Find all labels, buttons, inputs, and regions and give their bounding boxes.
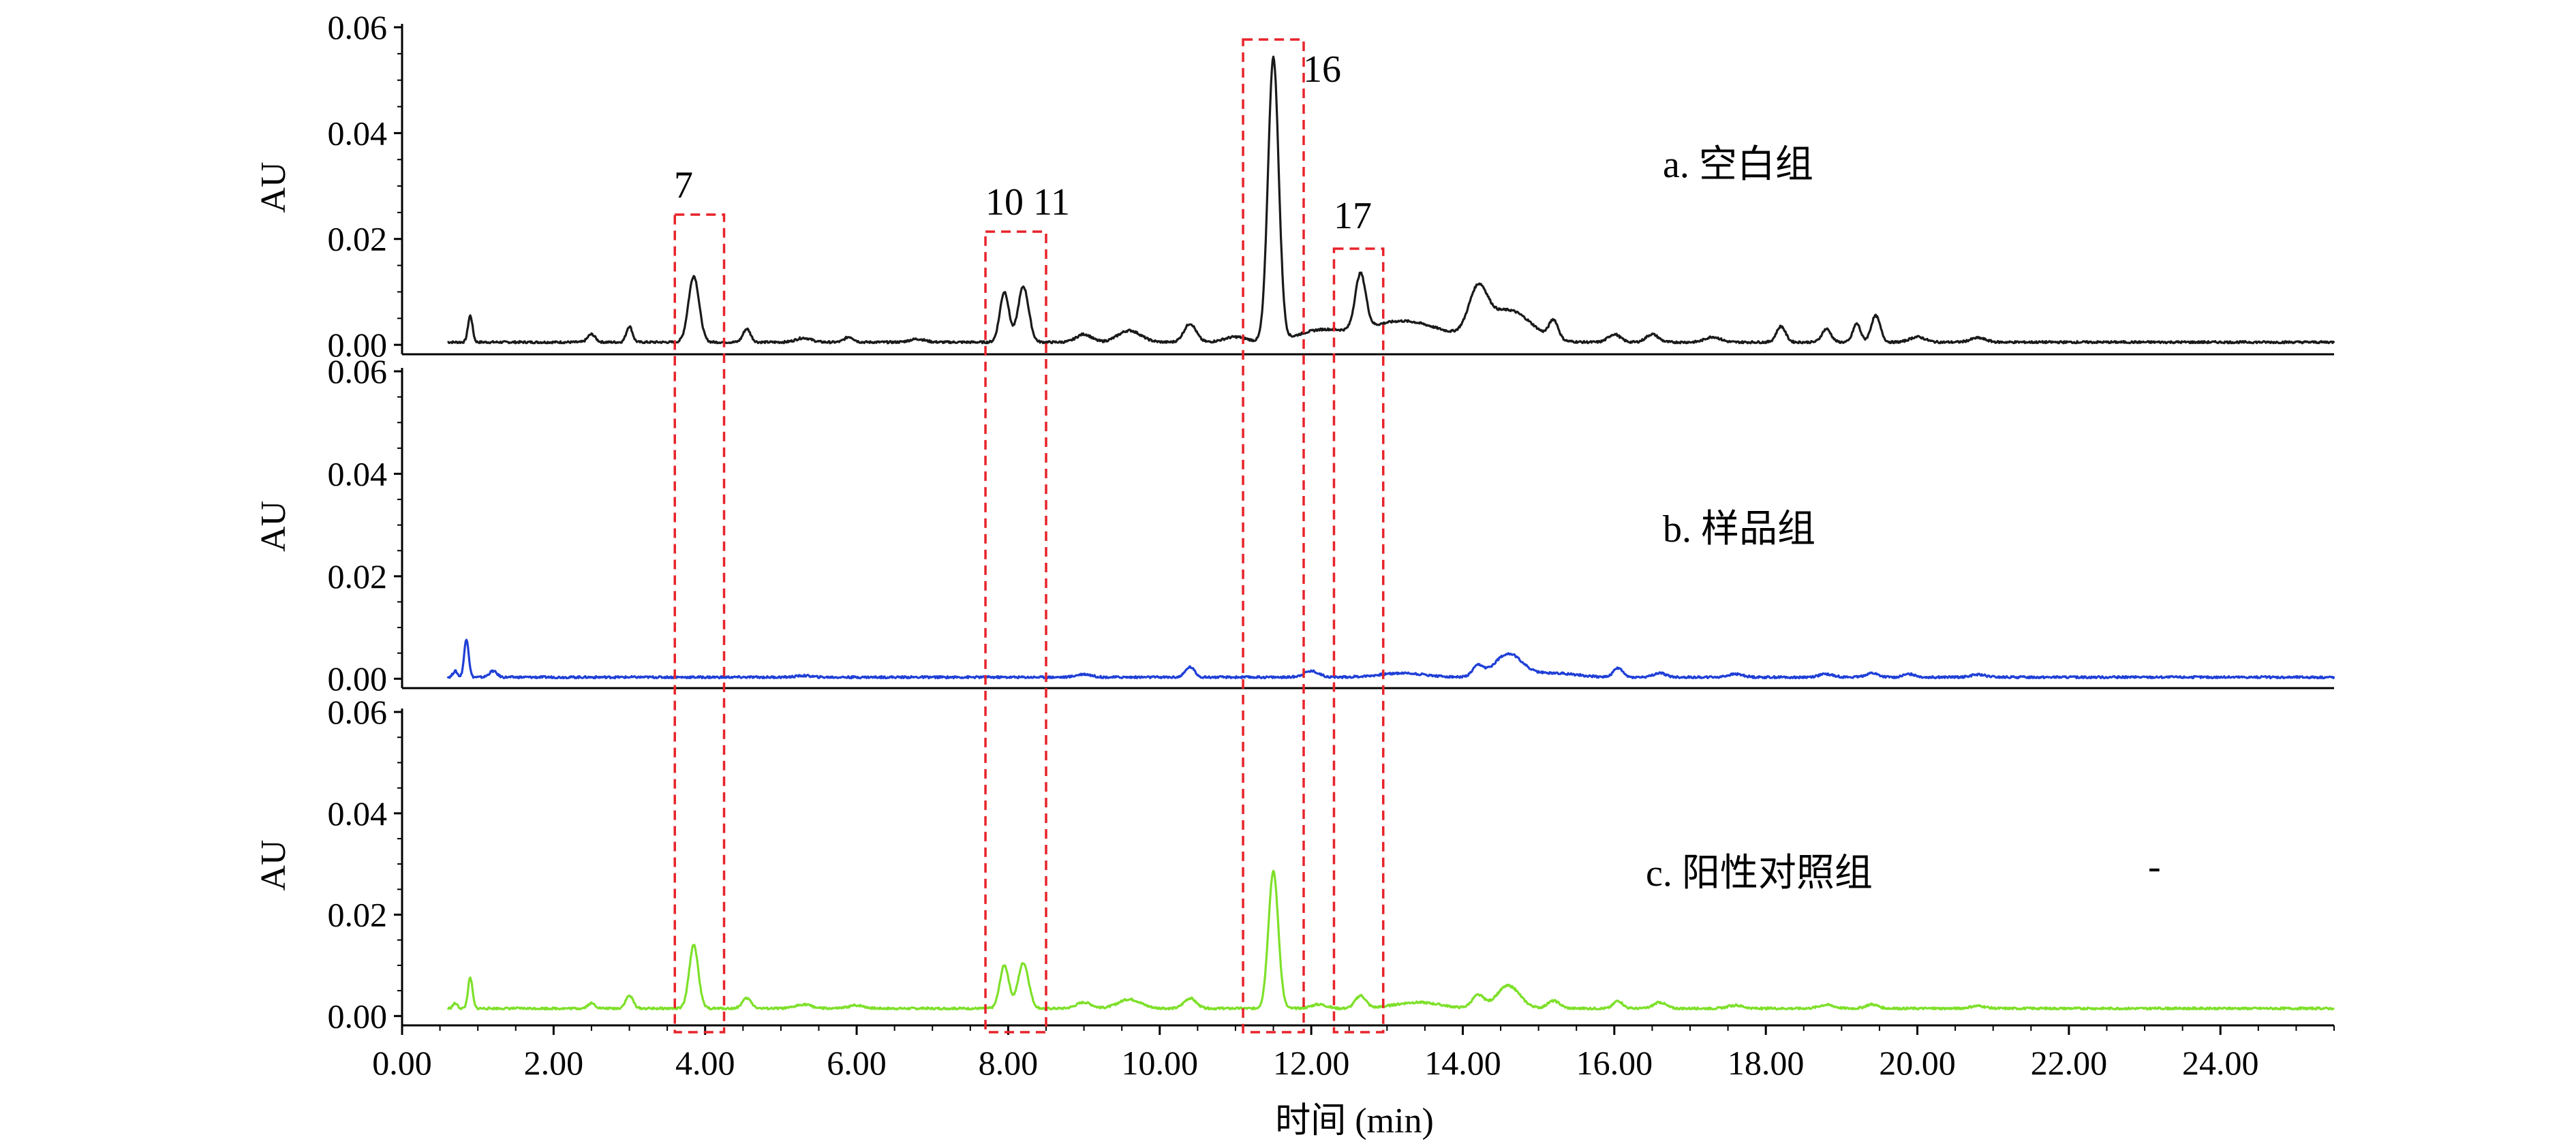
y-tick-label: 0.02 xyxy=(328,220,388,258)
x-axis-title: 时间 (min) xyxy=(1275,1102,1434,1141)
series-line-3 xyxy=(446,869,2335,1011)
x-tick-label: 16.00 xyxy=(1576,1044,1653,1082)
y-tick-label: 0.04 xyxy=(328,454,388,493)
x-axis: 0.00 2.00 4.00 6.00 8.00 10.00 12.00 14.00 16.00… xyxy=(372,1025,2335,1082)
y-tick-label: 0.00 xyxy=(328,660,388,698)
x-tick-label: 12.00 xyxy=(1273,1044,1350,1082)
peak-label: 16 xyxy=(1303,48,1341,91)
x-tick-label: 10.00 xyxy=(1122,1044,1199,1082)
highlight-box xyxy=(1332,247,1385,1034)
highlight-box xyxy=(984,230,1047,1034)
x-tick-label: 6.00 xyxy=(827,1044,887,1082)
y-tick-label: 0.04 xyxy=(328,114,388,152)
x-tick-label: 4.00 xyxy=(675,1044,735,1082)
annotation-mark: - xyxy=(2148,846,2161,888)
highlight-box xyxy=(1242,38,1305,1034)
y-tick-label: 0.06 xyxy=(328,8,388,46)
x-tick-label: 0.00 xyxy=(372,1044,432,1082)
x-tick-label: 2.00 xyxy=(524,1044,584,1082)
highlight-box xyxy=(673,213,726,1034)
x-tick-label: 8.00 xyxy=(979,1044,1039,1082)
x-tick-label: 22.00 xyxy=(2031,1044,2108,1082)
panel-2: 0.00 0.02 0.04 0.06 AU b. 样品组 xyxy=(254,352,2335,698)
series-line-2 xyxy=(446,638,2335,680)
x-tick-label: 24.00 xyxy=(2182,1044,2259,1082)
y-axis-title: AU xyxy=(254,501,293,552)
panel-label: b. 样品组 xyxy=(1663,508,1815,550)
x-tick-label: 18.00 xyxy=(1728,1044,1805,1082)
chart-panels: 0.00 0.02 0.04 0.06 AU a. 空白组 0.00 0.02 0.04 0.06… xyxy=(254,8,2335,1035)
y-tick-label: 0.06 xyxy=(328,352,388,390)
y-axis-title: AU xyxy=(254,161,293,213)
series-line-1 xyxy=(447,55,2335,345)
y-axis-title: AU xyxy=(254,839,293,890)
y-tick-label: 0.02 xyxy=(328,557,388,595)
peak-label: 10 11 xyxy=(985,181,1070,223)
y-tick-label: 0.04 xyxy=(328,794,388,833)
x-tick-label: 20.00 xyxy=(1879,1044,1956,1082)
panel-3: 0.00 0.02 0.04 0.06 AU c. 阳性对照组 xyxy=(254,693,2335,1035)
panel-label: c. 阳性对照组 xyxy=(1646,852,1873,895)
y-tick-label: 0.06 xyxy=(328,693,388,731)
x-tick-label: 14.00 xyxy=(1424,1044,1501,1082)
peak-label: 17 xyxy=(1334,195,1372,237)
panel-1: 0.00 0.02 0.04 0.06 AU a. 空白组 xyxy=(254,8,2335,364)
y-tick-label: 0.02 xyxy=(328,896,388,934)
y-tick-label: 0.00 xyxy=(328,326,388,364)
peak-label: 7 xyxy=(674,164,693,206)
highlight-boxes: 7 10 11 16 17 xyxy=(673,38,1385,1034)
y-tick-label: 0.00 xyxy=(328,997,388,1035)
panel-label: a. 空白组 xyxy=(1663,144,1813,186)
